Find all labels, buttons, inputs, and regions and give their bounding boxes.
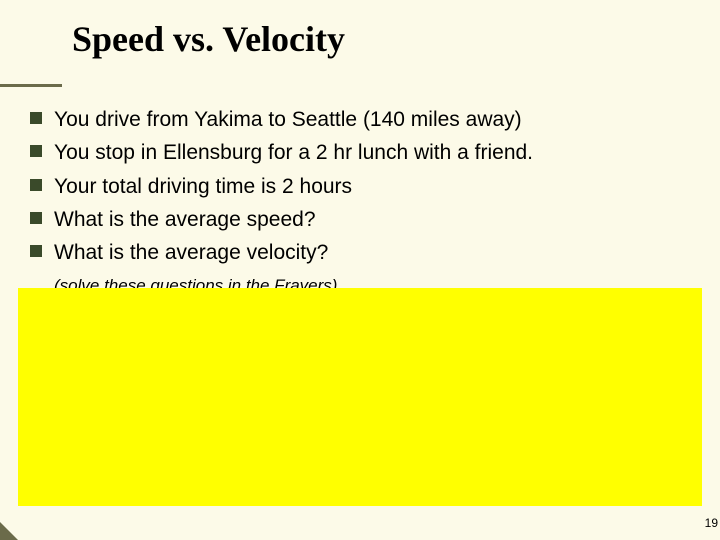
bullet-list: You drive from Yakima to Seattle (140 mi… [30, 106, 690, 272]
page-number: 19 [705, 516, 718, 530]
corner-triangle-icon [0, 522, 18, 540]
bullet-text: What is the average velocity? [54, 239, 328, 266]
bullet-text: Your total driving time is 2 hours [54, 173, 352, 200]
square-bullet-icon [30, 112, 42, 124]
bullet-item: You stop in Ellensburg for a 2 hr lunch … [30, 139, 690, 166]
slide-title: Speed vs. Velocity [72, 18, 345, 60]
bullet-text: You stop in Ellensburg for a 2 hr lunch … [54, 139, 533, 166]
bullet-item: What is the average velocity? [30, 239, 690, 266]
slide-container: Speed vs. Velocity You drive from Yakima… [0, 0, 720, 540]
bullet-item: What is the average speed? [30, 206, 690, 233]
highlight-box [18, 288, 702, 506]
square-bullet-icon [30, 145, 42, 157]
bullet-text: What is the average speed? [54, 206, 316, 233]
accent-line [0, 84, 62, 87]
bullet-item: Your total driving time is 2 hours [30, 173, 690, 200]
square-bullet-icon [30, 179, 42, 191]
bullet-item: You drive from Yakima to Seattle (140 mi… [30, 106, 690, 133]
square-bullet-icon [30, 212, 42, 224]
bullet-text: You drive from Yakima to Seattle (140 mi… [54, 106, 522, 133]
square-bullet-icon [30, 245, 42, 257]
